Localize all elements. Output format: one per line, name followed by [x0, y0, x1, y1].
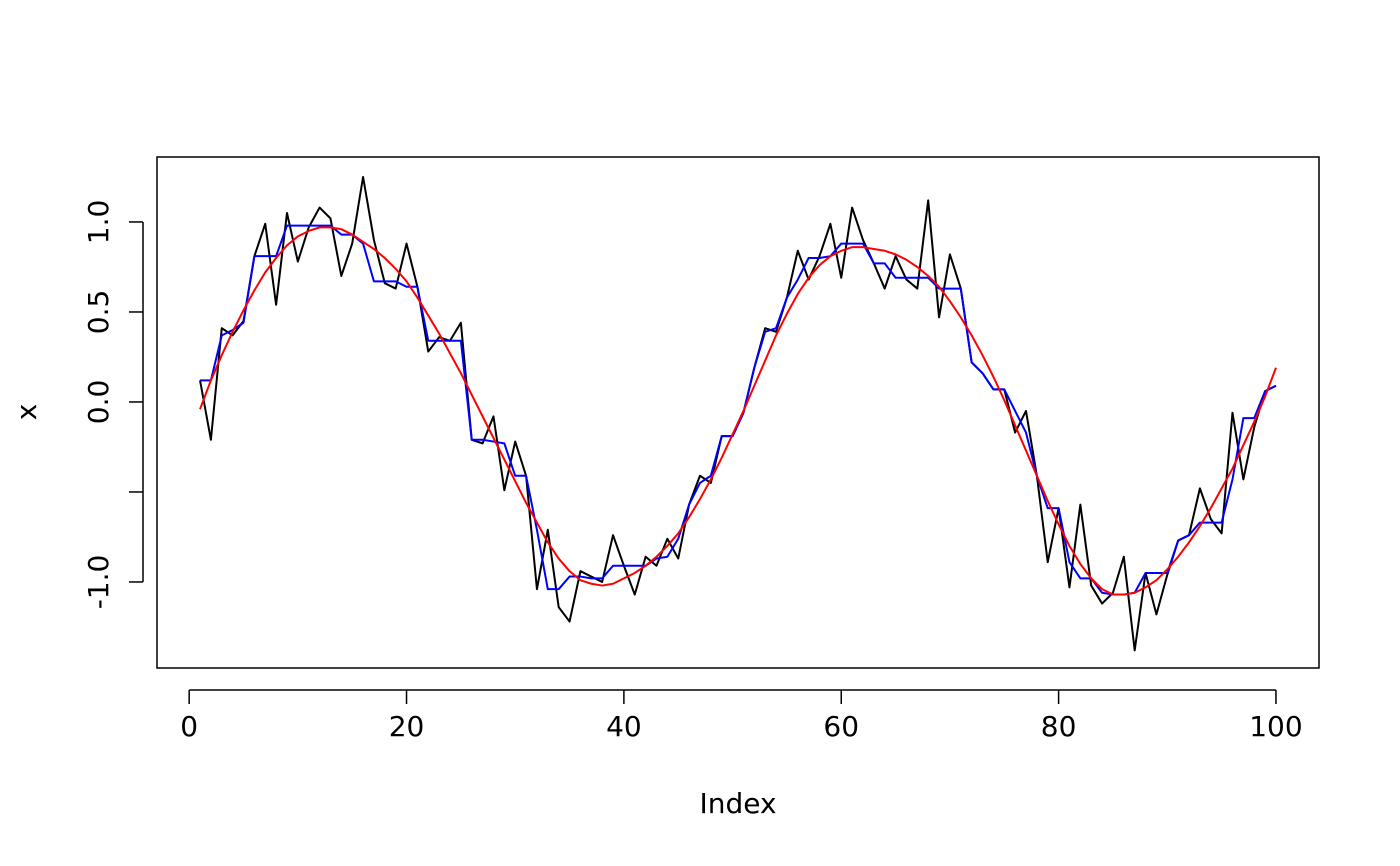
series-line: [199, 226, 1277, 596]
y-tick-label: 1.0: [82, 200, 115, 245]
x-tick-label: 20: [389, 710, 425, 743]
series-line: [200, 224, 1277, 596]
plot-box: [156, 156, 1320, 669]
series-line: [199, 175, 1277, 652]
y-tick-label: 0.0: [82, 380, 115, 425]
x-tick-label: 0: [180, 710, 198, 743]
x-axis-label: Index: [699, 787, 776, 820]
y-tick-label: 0.5: [82, 290, 115, 335]
x-tick-label: 60: [823, 710, 859, 743]
y-axis-label: x: [10, 404, 43, 421]
x-tick-label: 80: [1041, 710, 1077, 743]
x-tick-label: 40: [606, 710, 642, 743]
y-tick-label: -1.0: [82, 555, 115, 610]
x-tick-label: 100: [1249, 710, 1302, 743]
